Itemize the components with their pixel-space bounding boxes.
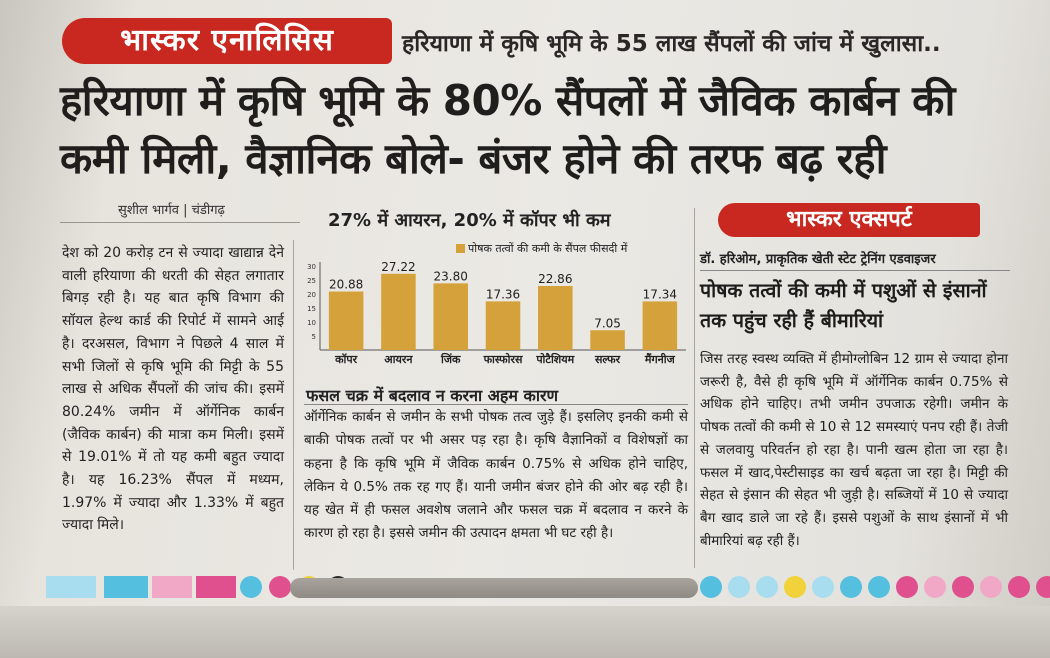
registration-dot bbox=[728, 576, 750, 598]
bar bbox=[328, 291, 364, 350]
cyan-swatch bbox=[104, 576, 148, 598]
category-label: फास्फोरस bbox=[483, 352, 523, 366]
bar bbox=[433, 283, 468, 350]
registration-dot bbox=[812, 576, 834, 598]
section-heading: फसल चक्र में बदलाव न करना अहम कारण bbox=[306, 386, 559, 405]
byline-divider bbox=[60, 222, 300, 223]
bar-value-label: 20.88 bbox=[329, 278, 363, 292]
expert-tag: भास्कर एक्सपर्ट bbox=[718, 203, 980, 237]
bar bbox=[381, 273, 416, 350]
expert-name: डॉ. हरिओम, प्राकृतिक खेती स्टेट ट्रेनिंग… bbox=[700, 252, 936, 267]
nutrient-deficiency-bar-chart: 5 10 15 20 25 30 20.88 कॉपर 27.22 आयरन 23.80 जिंक 17… bbox=[307, 260, 686, 366]
grey-registration-bar bbox=[290, 578, 698, 598]
bar-value-label: 27.22 bbox=[381, 260, 415, 274]
registration-dot bbox=[1036, 576, 1050, 598]
magenta-swatch bbox=[152, 576, 192, 598]
analysis-tag: भास्कर एनालिसिस bbox=[62, 18, 392, 64]
legend-label: पोषक तत्वों की कमी के सैंपल फीसदी में bbox=[468, 242, 628, 255]
y-tick-label: 20 bbox=[307, 291, 316, 299]
category-label: सल्फर bbox=[594, 353, 621, 366]
registration-dot bbox=[924, 576, 946, 598]
byline: सुशील भार्गव | चंडीगढ़ bbox=[118, 203, 225, 218]
column-divider-right bbox=[694, 208, 695, 568]
bar-value-label: 7.05 bbox=[594, 316, 621, 330]
chart-title: 27% में आयरन, 20% में कॉपर भी कम bbox=[328, 210, 611, 231]
y-tick-label: 15 bbox=[307, 305, 316, 313]
column-divider-left bbox=[293, 240, 294, 570]
registration-dot bbox=[784, 576, 806, 598]
y-tick-label: 30 bbox=[307, 263, 316, 271]
y-tick-label: 5 bbox=[312, 333, 316, 341]
bar-value-label: 17.36 bbox=[486, 287, 520, 301]
bar bbox=[590, 330, 625, 350]
middle-column-body: ऑर्गेनिक कार्बन से जमीन के सभी पोषक तत्व… bbox=[304, 409, 688, 542]
kicker-line: हरियाणा में कृषि भूमि के 55 लाख सैंपलों … bbox=[402, 31, 941, 57]
left-column-body: देश को 20 करोड़ टन से ज्यादा खाद्यान्न द… bbox=[62, 245, 284, 534]
registration-dot bbox=[840, 576, 862, 598]
registration-dot bbox=[1008, 576, 1030, 598]
chart-legend: पोषक तत्वों की कमी के सैंपल फीसदी में bbox=[456, 241, 696, 256]
section-heading-rule bbox=[304, 404, 688, 405]
expert-name-rule bbox=[700, 270, 1010, 271]
expert-headline: पोषक तत्वों की कमी में पशुओं से इंसानों … bbox=[700, 279, 987, 332]
magenta-swatch bbox=[196, 576, 236, 598]
category-label: पोटैशियम bbox=[535, 352, 574, 366]
y-tick-label: 10 bbox=[307, 319, 316, 327]
headline: हरियाणा में कृषि भूमि के 80% सैंपलों में… bbox=[60, 76, 955, 183]
bar bbox=[538, 285, 573, 350]
registration-dot bbox=[952, 576, 974, 598]
bar-value-label: 23.80 bbox=[434, 269, 468, 283]
registration-dot bbox=[269, 576, 291, 598]
registration-dot bbox=[896, 576, 918, 598]
category-label: कॉपर bbox=[334, 353, 358, 366]
color-registration-strip bbox=[40, 574, 1050, 602]
cyan-swatch bbox=[46, 576, 96, 598]
registration-dot bbox=[756, 576, 778, 598]
y-tick-label: 25 bbox=[307, 277, 316, 285]
bar bbox=[485, 301, 521, 350]
bar-value-label: 22.86 bbox=[538, 272, 572, 286]
legend-swatch bbox=[456, 244, 465, 253]
bar-value-label: 17.34 bbox=[643, 287, 677, 301]
bar bbox=[642, 301, 678, 350]
registration-dot bbox=[980, 576, 1002, 598]
registration-dot bbox=[868, 576, 890, 598]
category-label: जिंक bbox=[440, 352, 461, 366]
category-label: मैंगनीज bbox=[644, 352, 676, 366]
registration-dot bbox=[240, 576, 262, 598]
registration-dot bbox=[700, 576, 722, 598]
right-column-body: जिस तरह स्वस्थ व्यक्ति में हीमोग्लोबिन 1… bbox=[700, 351, 1008, 549]
page-bottom-margin bbox=[0, 606, 1050, 658]
category-label: आयरन bbox=[384, 353, 413, 366]
